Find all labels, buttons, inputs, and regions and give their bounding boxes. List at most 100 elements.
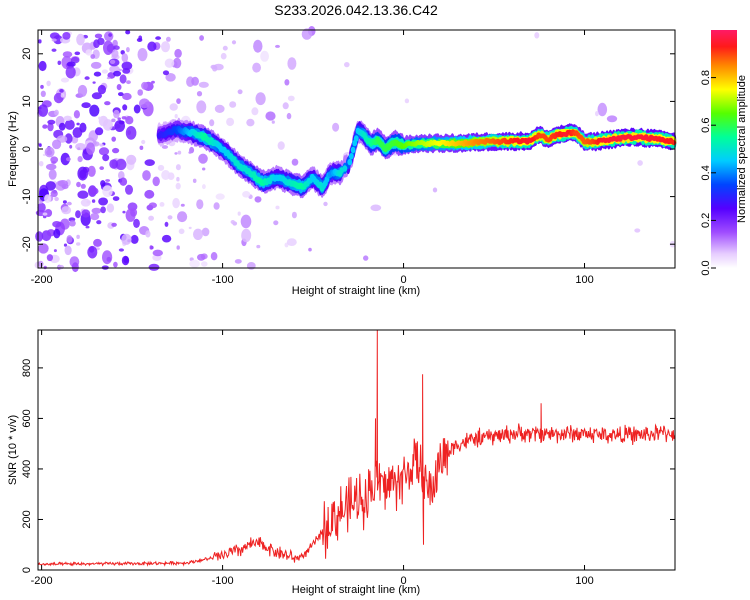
heatmap-cell — [84, 76, 90, 80]
heatmap-cell — [161, 145, 168, 149]
heatmap-cell — [57, 60, 62, 65]
heatmap-cell — [53, 228, 61, 239]
heatmap-cell — [301, 28, 313, 40]
y-tick-label: 0 — [21, 146, 33, 152]
heatmap-cell — [114, 120, 125, 132]
heatmap-cell — [202, 184, 206, 190]
heatmap-cell — [226, 117, 235, 127]
heatmap-cell — [98, 197, 108, 206]
heatmap-cell — [112, 196, 120, 202]
heatmap-cell — [99, 143, 104, 147]
heatmap-cell — [231, 40, 237, 45]
heatmap-cell — [96, 220, 102, 225]
heatmap-cell — [118, 171, 125, 180]
heatmap-cell — [214, 104, 225, 113]
ridge-segment — [349, 153, 354, 160]
heatmap-cell — [151, 80, 155, 84]
heatmap-cell — [637, 160, 643, 166]
heatmap-cell — [282, 102, 289, 110]
heatmap-cell — [64, 133, 73, 144]
heatmap-cell — [215, 193, 225, 200]
heatmap-cell — [167, 215, 173, 220]
heatmap-cell — [287, 57, 297, 70]
x-tick-label: 0 — [400, 274, 406, 286]
colorbar-tick-label: 0.4 — [700, 165, 712, 180]
ridge-segment — [353, 135, 359, 142]
heatmap-cell — [89, 104, 100, 117]
heatmap-cell — [165, 73, 176, 82]
heatmap-cell — [192, 178, 197, 183]
heatmap-cell — [152, 176, 160, 187]
snr-x-label: Height of straight line (km) — [292, 584, 420, 596]
heatmap-cell — [595, 111, 599, 117]
x-tick-label: 100 — [575, 274, 593, 286]
heatmap-cell — [308, 247, 312, 252]
heatmap-cell — [157, 164, 165, 171]
heatmap-cell — [149, 245, 153, 250]
heatmap-cell — [69, 220, 76, 227]
heatmap-cell — [130, 234, 139, 244]
heatmap-cell — [105, 179, 110, 182]
heatmap-cell — [93, 71, 102, 77]
heatmap-cell — [534, 32, 540, 39]
heatmap-cell — [240, 214, 252, 229]
heatmap-cell — [75, 143, 86, 151]
heatmap-cell — [148, 263, 160, 271]
heatmap-cell — [256, 244, 261, 249]
heatmap-cell — [118, 68, 123, 72]
heatmap-cell — [606, 115, 618, 123]
heatmap-cell — [81, 209, 91, 218]
heatmap-cell — [85, 225, 90, 229]
heatmap-cell — [191, 76, 200, 86]
heatmap-cell — [291, 211, 297, 219]
heatmap-cell — [174, 152, 178, 155]
heatmap-cell — [253, 39, 263, 53]
spectrogram-y-label: Frequency (Hz) — [7, 111, 19, 187]
heatmap-cell — [121, 233, 132, 245]
heatmap-cell — [286, 238, 297, 247]
heatmap-cell — [42, 124, 48, 129]
heatmap-cell — [275, 44, 280, 48]
heatmap-cell — [97, 84, 106, 95]
heatmap-cell — [38, 260, 44, 267]
heatmap-cell — [220, 52, 227, 60]
heatmap-cell — [230, 220, 235, 224]
snr-y-label: SNR (10 * v/v) — [7, 415, 19, 485]
heatmap-cell — [88, 187, 99, 195]
heatmap-cell — [122, 210, 126, 214]
heatmap-cell — [177, 150, 182, 155]
x-tick-label: -100 — [212, 575, 234, 587]
heatmap-cell — [286, 112, 292, 120]
colorbar: 0.0 0.2 0.4 0.6 0.8 Normalized spectral ampl… — [700, 30, 748, 276]
heatmap-cell — [197, 253, 206, 261]
heatmap-cell — [241, 228, 252, 243]
heatmap-cell — [62, 51, 73, 58]
heatmap-cell — [60, 152, 70, 166]
heatmap-cell — [166, 36, 171, 42]
heatmap-cell — [46, 80, 51, 87]
heatmap-cell — [38, 104, 49, 117]
heatmap-cell — [123, 256, 129, 264]
snr-frame — [37, 329, 676, 571]
heatmap-cell — [44, 146, 55, 158]
heatmap-cell — [112, 39, 118, 48]
heatmap-cell — [38, 243, 49, 254]
heatmap-cell — [175, 182, 181, 190]
figure-title: S233.2026.042.13.36.C42 — [274, 2, 438, 18]
heatmap-cell — [213, 202, 220, 210]
y-tick-label: 20 — [21, 48, 33, 60]
heatmap-cell — [37, 202, 46, 213]
heatmap-cell — [38, 60, 47, 72]
heatmap-cell — [52, 139, 62, 150]
heatmap-cell — [136, 38, 143, 42]
heatmap-cell — [275, 205, 280, 210]
heatmap-cell — [119, 177, 128, 186]
heatmap-cell — [74, 51, 81, 56]
heatmap-cell — [77, 147, 81, 151]
heatmap-cell — [152, 249, 163, 257]
heatmap-cell — [51, 161, 57, 164]
heatmap-cell — [148, 215, 155, 221]
heatmap-cell — [246, 262, 256, 270]
heatmap-cell — [111, 222, 117, 227]
